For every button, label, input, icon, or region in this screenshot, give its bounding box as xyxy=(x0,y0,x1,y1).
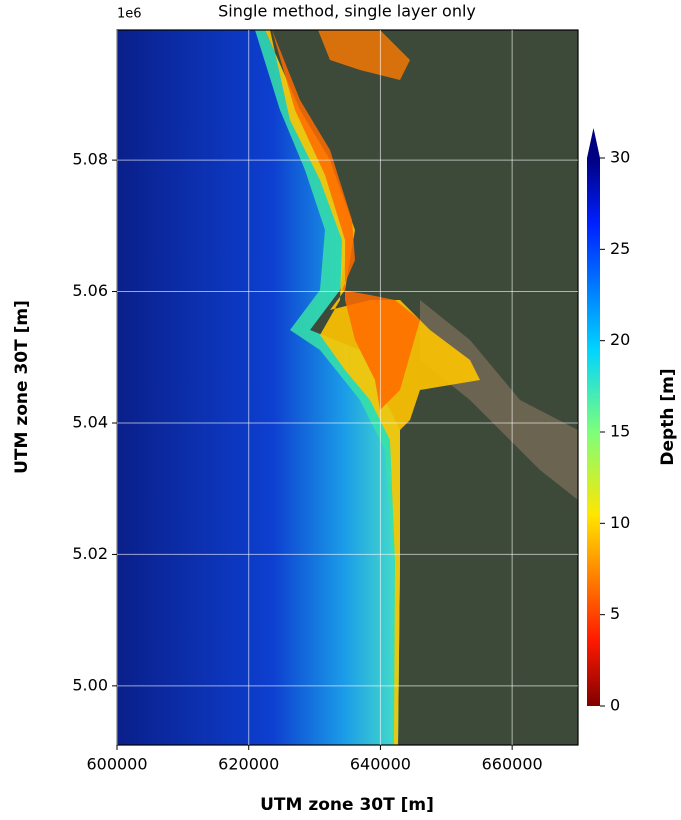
colorbar-tick-label: 10 xyxy=(610,513,630,532)
y-offset-label: 1e6 xyxy=(117,7,142,22)
colorbar-tick-label: 20 xyxy=(610,330,630,349)
y-tick-label: 5.08 xyxy=(72,150,108,169)
colorbar-tick-label: 25 xyxy=(610,239,630,258)
y-tick-label: 5.02 xyxy=(72,544,108,563)
colorbar-label: Depth [m] xyxy=(658,368,678,465)
x-axis-label: UTM zone 30T [m] xyxy=(260,795,434,815)
colorbar-tick-label: 30 xyxy=(610,148,630,167)
colorbar xyxy=(587,158,600,706)
x-tick-label: 600000 xyxy=(86,755,147,774)
y-axis-label: UTM zone 30T [m] xyxy=(12,300,32,474)
y-tick-label: 5.00 xyxy=(72,675,108,694)
colorbar-tick-label: 0 xyxy=(610,696,620,715)
y-tick-label: 5.04 xyxy=(72,412,108,431)
x-tick-label: 640000 xyxy=(350,755,411,774)
colorbar-tick-label: 15 xyxy=(610,422,630,441)
x-tick-label: 660000 xyxy=(482,755,543,774)
map-raster xyxy=(117,30,578,745)
chart-title: Single method, single layer only xyxy=(218,2,476,21)
x-tick-label: 620000 xyxy=(218,755,279,774)
y-tick-label: 5.06 xyxy=(72,281,108,300)
colorbar-tick-label: 5 xyxy=(610,604,620,623)
colorbar-extend xyxy=(587,128,600,158)
